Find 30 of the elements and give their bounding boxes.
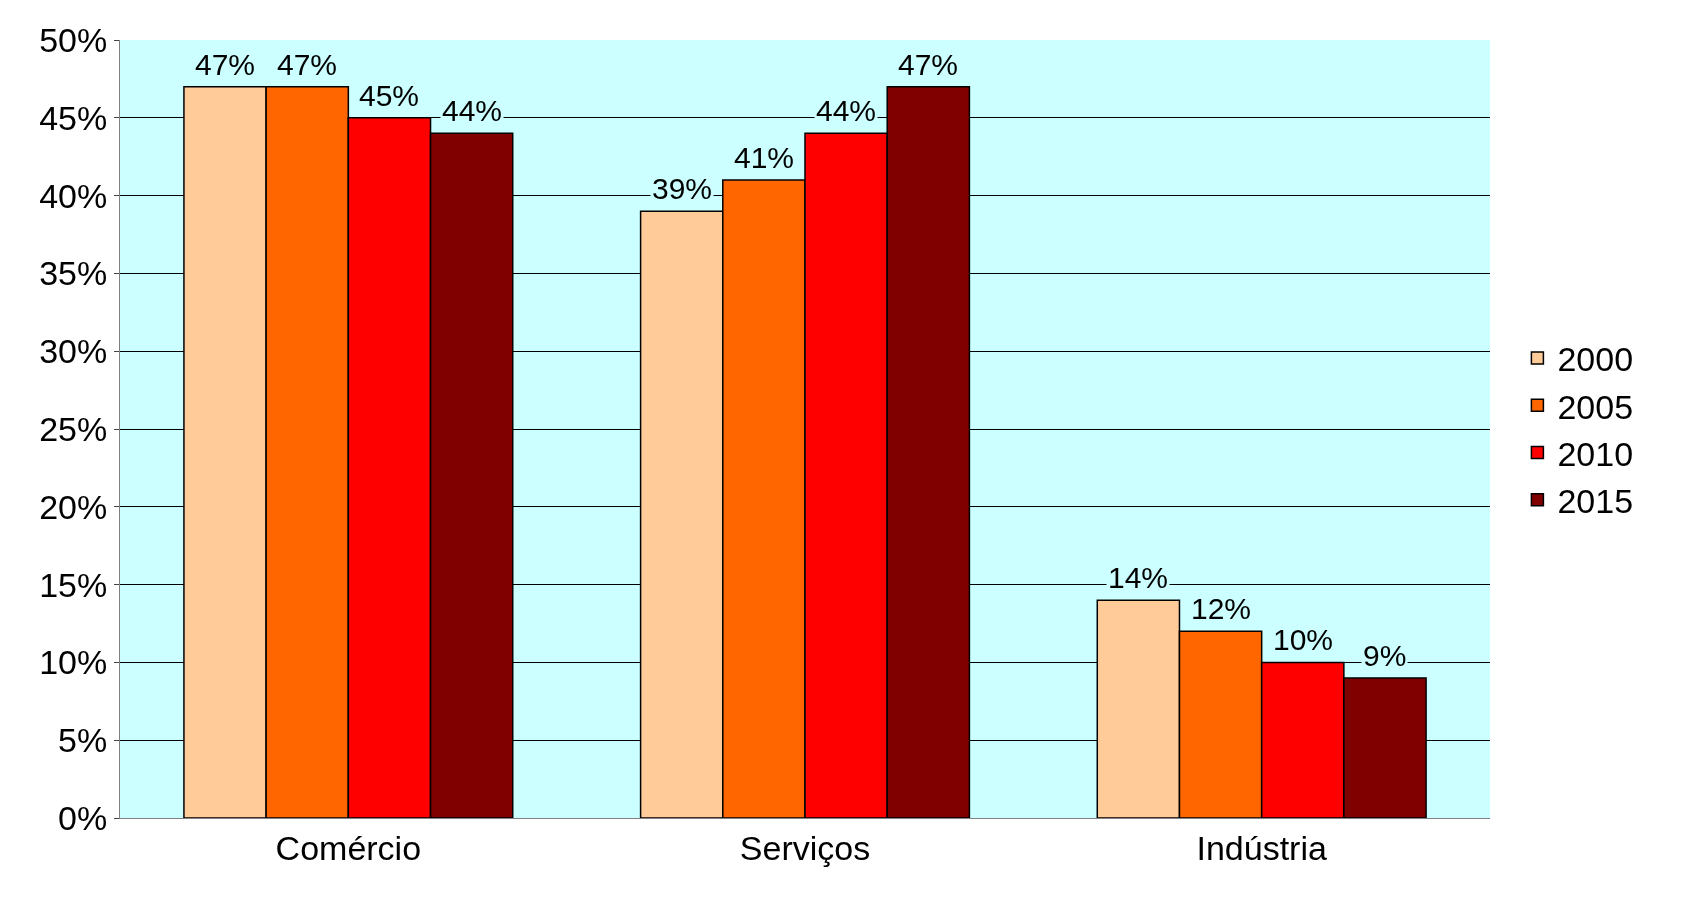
data-label: 41% bbox=[734, 141, 795, 174]
x-tick-label: Comércio bbox=[275, 828, 422, 867]
data-label: 9% bbox=[1363, 639, 1407, 672]
data-label: 12% bbox=[1191, 592, 1252, 625]
x-tick-label: Indústria bbox=[1196, 828, 1327, 867]
legend-label: 2015 bbox=[1557, 481, 1634, 520]
data-label: 47% bbox=[898, 48, 959, 81]
y-tick-label: 50% bbox=[39, 20, 108, 59]
legend-label: 2000 bbox=[1557, 340, 1634, 379]
y-tick-label: 40% bbox=[39, 176, 108, 215]
data-label: 45% bbox=[359, 79, 420, 112]
y-tick-label: 15% bbox=[39, 565, 108, 604]
y-tick-label: 25% bbox=[39, 409, 108, 448]
data-label: 47% bbox=[195, 48, 256, 81]
x-tick-label: Serviços bbox=[739, 828, 871, 867]
y-tick-label: 20% bbox=[39, 487, 108, 526]
data-label: 10% bbox=[1273, 623, 1334, 656]
data-label: 44% bbox=[442, 94, 503, 127]
y-tick-label: 10% bbox=[39, 643, 108, 682]
data-label: 44% bbox=[816, 94, 877, 127]
data-label: 14% bbox=[1108, 561, 1169, 594]
y-tick-label: 30% bbox=[39, 332, 108, 371]
y-tick-label: 0% bbox=[58, 798, 108, 837]
legend-label: 2005 bbox=[1557, 387, 1634, 426]
y-tick-label: 5% bbox=[58, 721, 108, 760]
y-tick-label: 35% bbox=[39, 254, 108, 293]
data-label: 47% bbox=[277, 48, 338, 81]
data-label: 39% bbox=[652, 172, 713, 205]
y-tick-label: 45% bbox=[39, 98, 108, 137]
legend-label: 2010 bbox=[1557, 434, 1634, 473]
